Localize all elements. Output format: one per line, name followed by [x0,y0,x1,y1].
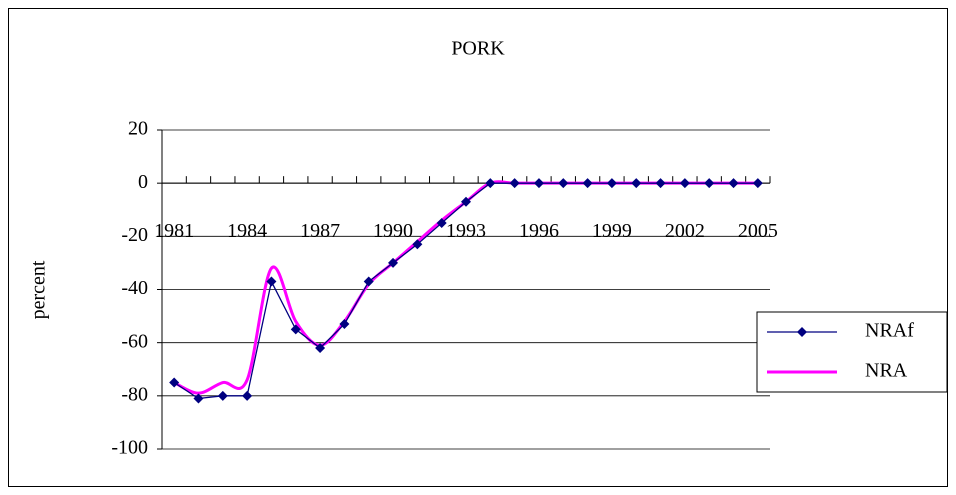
data-point [193,393,204,404]
data-point [242,390,253,401]
x-tick-label: 1996 [519,220,559,242]
x-tick-label: 1999 [592,220,632,242]
x-tick-label: 2005 [738,220,778,242]
x-tick-label: 1981 [154,220,194,242]
y-tick-label: -100 [111,437,148,459]
data-point [290,324,301,335]
x-tick-label: 2002 [665,220,705,242]
data-point [339,319,350,330]
data-point [631,178,642,189]
data-point [558,178,569,189]
data-point [679,178,690,189]
data-point [606,178,617,189]
data-point [655,178,666,189]
x-tick-label: 1987 [300,220,340,242]
y-tick-label: -20 [121,224,148,246]
chart-title: PORK [451,38,505,60]
data-point [509,178,520,189]
data-point [412,239,423,250]
y-tick-label: 20 [128,118,148,140]
x-tick-label: 1984 [227,220,267,242]
legend-label: NRAf [865,320,914,342]
y-tick-label: -40 [121,277,148,299]
data-point [217,390,228,401]
chart-frame [8,8,948,487]
legend-label: NRA [865,360,908,382]
y-axis-label: percent [28,260,50,319]
legend-marker [797,327,807,337]
data-point [169,377,180,388]
data-point [436,218,447,229]
y-tick-label: 0 [138,171,148,193]
data-point [315,342,326,353]
data-point [266,276,277,287]
legend-box [756,311,948,393]
y-tick-label: -60 [121,330,148,352]
data-point [533,178,544,189]
data-point [363,276,374,287]
x-tick-label: 1993 [446,220,486,242]
data-point [582,178,593,189]
y-tick-label: -80 [121,383,148,405]
data-point [388,257,399,268]
data-point [728,178,739,189]
data-point [752,178,763,189]
data-point [704,178,715,189]
x-tick-label: 1990 [373,220,413,242]
data-point [485,178,496,189]
data-point [461,196,471,207]
